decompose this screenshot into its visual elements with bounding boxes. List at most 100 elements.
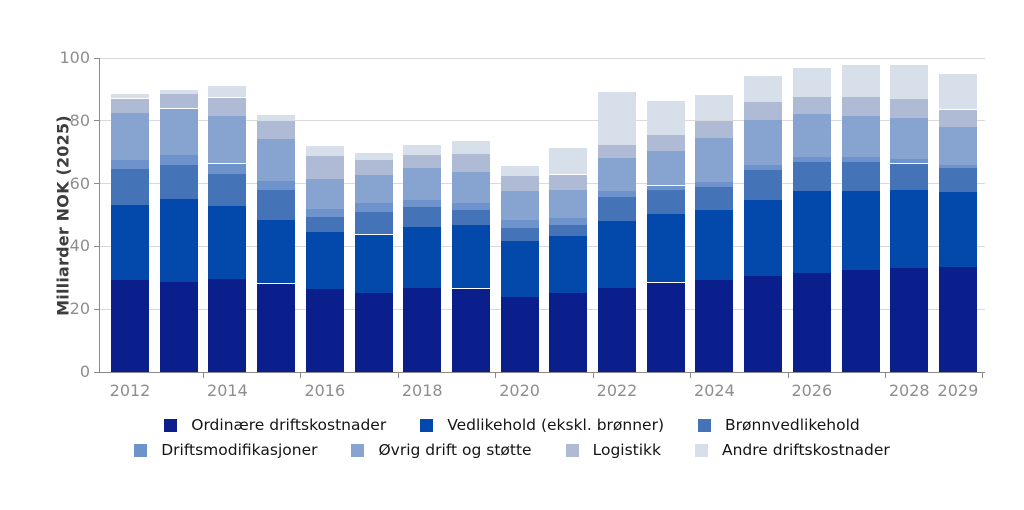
x-tick [690, 372, 692, 378]
gridline-100 [100, 57, 985, 59]
legend-item: Øvrig drift og støtte [351, 441, 532, 459]
gridline-80 [100, 120, 985, 122]
y-tick-label: 100 [59, 48, 90, 67]
legend-item: Logistikk [565, 441, 661, 459]
x-tick [300, 372, 302, 378]
legend-label: Andre driftskostnader [722, 441, 890, 459]
bar-2025-segment [744, 101, 783, 120]
y-tick [94, 371, 100, 373]
bar-2019-segment [451, 153, 490, 173]
bar-2024-segment [695, 187, 734, 210]
bar-2020-segment [500, 165, 539, 176]
bar-2015-segment [257, 189, 296, 221]
bar-2019-segment [451, 210, 490, 226]
bar-2020-segment [500, 241, 539, 297]
legend-swatch-icon [565, 443, 579, 457]
bar-2028-segment [890, 163, 929, 190]
gridline-40 [100, 245, 985, 247]
bar-2018-segment [403, 288, 442, 372]
bar-2023-segment [646, 214, 685, 283]
bar-2022-segment [598, 287, 636, 372]
x-tick-label-2012: 2012 [109, 381, 151, 400]
bar-2018-segment [403, 144, 442, 155]
bar-2014-segment [208, 279, 247, 372]
x-tick [884, 372, 886, 378]
bar-2015-segment [257, 114, 296, 122]
bar-2023-segment [646, 282, 685, 372]
bar-2014-segment [208, 116, 247, 164]
bar-2029-segment [938, 167, 977, 193]
bar-2020-segment [500, 296, 539, 372]
bar-2014-segment [208, 206, 247, 280]
legend-item: Vedlikehold (ekskl. brønner) [420, 416, 664, 434]
bar-2023-segment [646, 134, 685, 152]
x-tick [397, 372, 399, 378]
legend-row-1: Ordinære driftskostnader Vedlikehold (eks… [164, 416, 860, 434]
bar-2028-segment [890, 99, 929, 118]
bar-2021-segment [549, 217, 588, 226]
bar-2014-segment [208, 85, 247, 98]
bar-2027-segment [841, 162, 880, 192]
bar-2024-segment [695, 120, 734, 139]
x-tick-label-2024: 2024 [694, 381, 735, 400]
bar-2015-segment [257, 283, 296, 372]
bar-2014-segment [208, 97, 247, 117]
bar-2026-segment [792, 161, 831, 192]
legend-swatch-icon [164, 418, 178, 432]
bar-2017-segment [354, 203, 393, 213]
bar-2017-segment [354, 152, 393, 160]
bar-2012-segment [111, 98, 149, 113]
bar-2013-segment [159, 199, 198, 282]
bar-2015-segment [257, 139, 296, 182]
bar-2021-segment [549, 148, 588, 175]
chart-legend: Ordinære driftskostnader Vedlikehold (eks… [0, 416, 1024, 459]
bar-2024-segment [695, 94, 734, 121]
bar-2029-segment [938, 73, 977, 110]
bar-2019-segment [451, 225, 490, 289]
legend-item: Driftsmodifikasjoner [134, 441, 317, 459]
bar-2023-segment [646, 185, 685, 190]
x-tick-label-2014: 2014 [207, 381, 248, 400]
bar-2018-segment [403, 167, 442, 201]
bar-2022-segment [598, 157, 636, 191]
legend-swatch-icon [351, 443, 365, 457]
bar-2029-segment [938, 127, 977, 165]
bar-2028-segment [890, 267, 929, 372]
x-tick [787, 372, 789, 378]
y-tick-label: 60 [69, 173, 90, 193]
bar-2012-segment [111, 159, 149, 169]
x-tick-label-2026: 2026 [791, 381, 833, 400]
bar-2025-segment [744, 169, 783, 200]
y-tick [94, 183, 100, 185]
bar-2016-segment [305, 156, 344, 180]
bar-2013-segment [159, 155, 198, 165]
bar-2012-segment [111, 112, 149, 160]
bar-2022-segment [598, 91, 636, 145]
bar-2019-segment [451, 172, 490, 203]
bar-2014-segment [208, 163, 247, 174]
bar-2025-segment [744, 275, 783, 372]
bar-2015-segment [257, 181, 296, 190]
bar-2020-segment [500, 220, 539, 228]
bar-2022-segment [598, 144, 636, 158]
bar-2024-segment [695, 182, 734, 187]
bar-2024-segment [695, 209, 734, 280]
bar-2028-segment [890, 158, 929, 164]
bar-2021-segment [549, 236, 588, 294]
bar-2024-segment [695, 280, 734, 372]
bar-2013-segment [159, 90, 198, 95]
bar-2023-segment [646, 151, 685, 186]
bar-2013-segment [159, 108, 198, 156]
bar-2026-segment [792, 273, 831, 372]
legend-item: Ordinære driftskostnader [164, 416, 386, 434]
y-tick [94, 57, 100, 59]
bar-2016-segment [305, 216, 344, 233]
bar-2015-segment [257, 220, 296, 284]
bar-2021-segment [549, 225, 588, 237]
x-tick [495, 372, 497, 378]
bar-2016-segment [305, 209, 344, 217]
bar-2016-segment [305, 179, 344, 209]
legend-label: Ordinære driftskostnader [191, 416, 387, 434]
bar-2018-segment [403, 206, 442, 227]
bar-2019-segment [451, 202, 490, 210]
